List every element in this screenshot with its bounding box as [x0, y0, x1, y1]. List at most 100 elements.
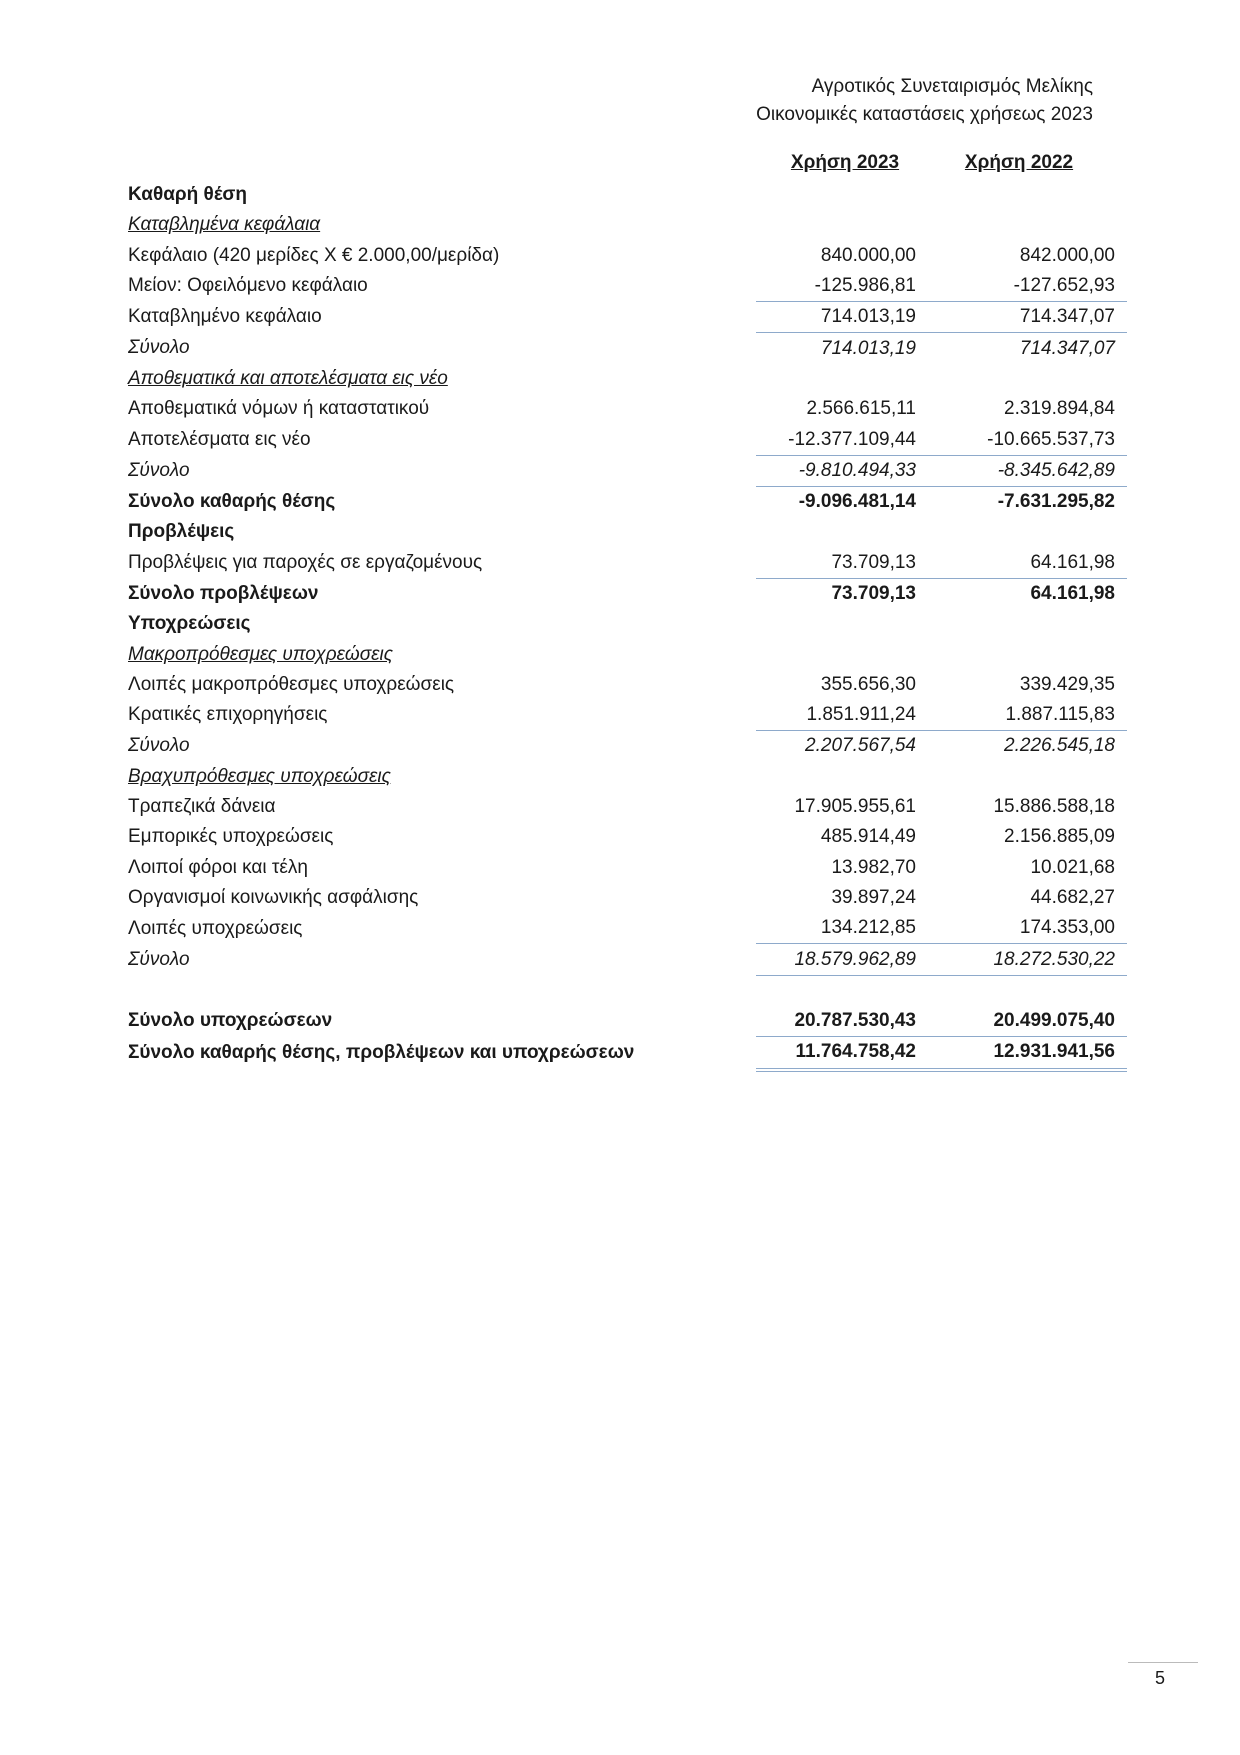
value-2022: [936, 762, 1127, 792]
value-2023: -9.810.494,33: [756, 454, 936, 487]
value-2022: [936, 364, 1127, 394]
page-number: 5: [1155, 1668, 1166, 1688]
value-2022: 10.021,68: [1030, 856, 1115, 878]
value-2023: [756, 517, 936, 547]
row-label: Προβλέψεις για παροχές σε εργαζομένους: [128, 551, 483, 573]
value-2022: 339.429,35: [1019, 673, 1115, 695]
row-label: Βραχυπρόθεσμες υποχρεώσεις: [128, 765, 391, 787]
value-2023: -12.377.109,44: [788, 428, 916, 450]
table-row: Σύνολο -9.810.494,33 -8.345.642,89: [128, 454, 1127, 487]
row-label: Αποθεματικά νόμων ή καταστατικού: [128, 398, 430, 420]
row-label: Σύνολο: [128, 337, 190, 359]
value-2023: [756, 639, 936, 669]
balance-sheet-table: Καθαρή θέση Καταβλημένα κεφάλαια Κεφάλαιο …: [128, 180, 1127, 1072]
row-label: [128, 975, 756, 1006]
value-2022: -10.665.537,73: [987, 428, 1115, 450]
value-2022: 64.161,98: [1030, 551, 1115, 573]
table-row: Σύνολο 714.013,19 714.347,07: [128, 332, 1127, 364]
value-2023: -125.986,81: [814, 275, 916, 297]
table-row: Κεφάλαιο (420 μερίδες Χ € 2.000,00/μερίδ…: [128, 241, 1127, 271]
row-label: Σύνολο καθαρής θέσης, προβλέψεων και υπο…: [128, 1042, 635, 1064]
table-row: Λοιποί φόροι και τέλη 13.982,70 10.021,68: [128, 853, 1127, 883]
value-2022: 18.272.530,22: [936, 943, 1127, 976]
value-2022: [936, 517, 1127, 547]
table-row: Αποτελέσματα εις νέο -12.377.109,44 -10.66…: [128, 424, 1127, 455]
value-2023: 13.982,70: [831, 856, 916, 878]
value-2022: 2.319.894,84: [1004, 398, 1115, 420]
table-row: Αποθεματικά νόμων ή καταστατικού 2.566.61…: [128, 394, 1127, 424]
table-row: Οργανισμοί κοινωνικής ασφάλισης 39.897,24…: [128, 883, 1127, 913]
row-label: Σύνολο: [128, 735, 190, 757]
table-row: Λοιπές υποχρεώσεις 134.212,85 174.353,00: [128, 913, 1127, 944]
row-label: Καθαρή θέση: [128, 184, 248, 206]
value-2023: 39.897,24: [831, 886, 916, 908]
value-2023: [756, 975, 936, 1006]
value-2023: 73.709,13: [756, 577, 936, 610]
row-label: Κεφάλαιο (420 μερίδες Χ € 2.000,00/μερίδ…: [128, 244, 500, 266]
value-2022: 44.682,27: [1030, 886, 1115, 908]
row-label: Σύνολο καθαρής θέσης: [128, 490, 336, 512]
value-2022: -7.631.295,82: [936, 485, 1127, 518]
value-2023: 134.212,85: [820, 917, 916, 939]
table-row: Υποχρεώσεις: [128, 609, 1127, 639]
value-2023: 17.905.955,61: [794, 796, 916, 818]
value-2022: 64.161,98: [936, 577, 1127, 610]
value-2023: 485.914,49: [820, 826, 916, 848]
table-row: Καταβλημένα κεφάλαια: [128, 210, 1127, 240]
value-2023: 714.013,19: [756, 301, 936, 333]
document-title: Οικονομικές καταστάσεις χρήσεως 2023: [756, 104, 1093, 125]
table-row: Καταβλημένο κεφάλαιο 714.013,19 714.347,07: [128, 301, 1127, 333]
value-2022: 1.887.115,83: [1005, 704, 1115, 726]
value-2023: 11.764.758,42: [756, 1036, 936, 1072]
row-label: Λοιποί φόροι και τέλη: [128, 856, 308, 878]
row-label: Μακροπρόθεσμες υποχρεώσεις: [128, 643, 393, 665]
row-label: Εμπορικές υποχρεώσεις: [128, 826, 334, 848]
value-2023: 714.013,19: [756, 332, 936, 364]
value-2022: 20.499.075,40: [993, 1010, 1115, 1032]
table-row: Κρατικές επιχορηγήσεις 1.851.911,24 1.887.…: [128, 700, 1127, 731]
value-2023: [756, 180, 936, 210]
table-row: Σύνολο 18.579.962,89 18.272.530,22: [128, 943, 1127, 976]
organization-name: Αγροτικός Συνεταιρισμός Μελίκης: [811, 76, 1093, 97]
row-label: Προβλέψεις: [128, 521, 235, 543]
value-2022: [936, 975, 1127, 1006]
value-2023: [756, 609, 936, 639]
value-2022: 174.353,00: [1019, 917, 1115, 939]
value-2023: 2.207.567,54: [756, 730, 936, 762]
value-2023: -9.096.481,14: [756, 485, 936, 518]
row-label: Λοιπές υποχρεώσεις: [128, 917, 303, 939]
value-2023: 18.579.962,89: [756, 943, 936, 976]
value-2022: [936, 210, 1127, 240]
row-label: Κρατικές επιχορηγήσεις: [128, 704, 328, 726]
table-row: Προβλέψεις για παροχές σε εργαζομένους 73…: [128, 548, 1127, 579]
value-2022: 2.156.885,09: [1004, 826, 1115, 848]
table-row: Προβλέψεις: [128, 517, 1127, 547]
table-row: Σύνολο 2.207.567,54 2.226.545,18: [128, 730, 1127, 762]
table-row: Εμπορικές υποχρεώσεις 485.914,49 2.156.885…: [128, 822, 1127, 852]
table-row: Μείον: Οφειλόμενο κεφάλαιο -125.986,81 -12…: [128, 271, 1127, 302]
row-label: Μείον: Οφειλόμενο κεφάλαιο: [128, 275, 368, 297]
value-2022: [936, 639, 1127, 669]
value-2022: [936, 180, 1127, 210]
table-row: Καθαρή θέση: [128, 180, 1127, 210]
row-label: Σύνολο: [128, 459, 190, 481]
value-2022: 2.226.545,18: [936, 730, 1127, 762]
row-label: Λοιπές μακροπρόθεσμες υποχρεώσεις: [128, 673, 455, 695]
value-2022: -8.345.642,89: [936, 454, 1127, 487]
value-2023: 73.709,13: [831, 551, 916, 573]
table-row: Μακροπρόθεσμες υποχρεώσεις: [128, 639, 1127, 669]
column-header-2022: Χρήση 2022: [964, 152, 1074, 173]
value-2023: [756, 762, 936, 792]
row-label: Σύνολο υποχρεώσεων: [128, 1010, 333, 1032]
footer-rule: [1128, 1662, 1198, 1663]
value-2023: [756, 364, 936, 394]
table-row: Αποθεματικά και αποτελέσματα εις νέο: [128, 364, 1127, 394]
value-2022: 714.347,07: [936, 332, 1127, 364]
table-row: Λοιπές μακροπρόθεσμες υποχρεώσεις 355.656…: [128, 670, 1127, 700]
value-2023: 2.566.615,11: [806, 398, 916, 420]
table-row: Σύνολο καθαρής θέσης -9.096.481,14 -7.631.…: [128, 485, 1127, 518]
row-label: Τραπεζικά δάνεια: [128, 796, 276, 818]
value-2023: 1.851.911,24: [806, 704, 916, 726]
column-header-2023: Χρήση 2023: [790, 152, 900, 173]
table-row: Σύνολο προβλέψεων 73.709,13 64.161,98: [128, 577, 1127, 610]
